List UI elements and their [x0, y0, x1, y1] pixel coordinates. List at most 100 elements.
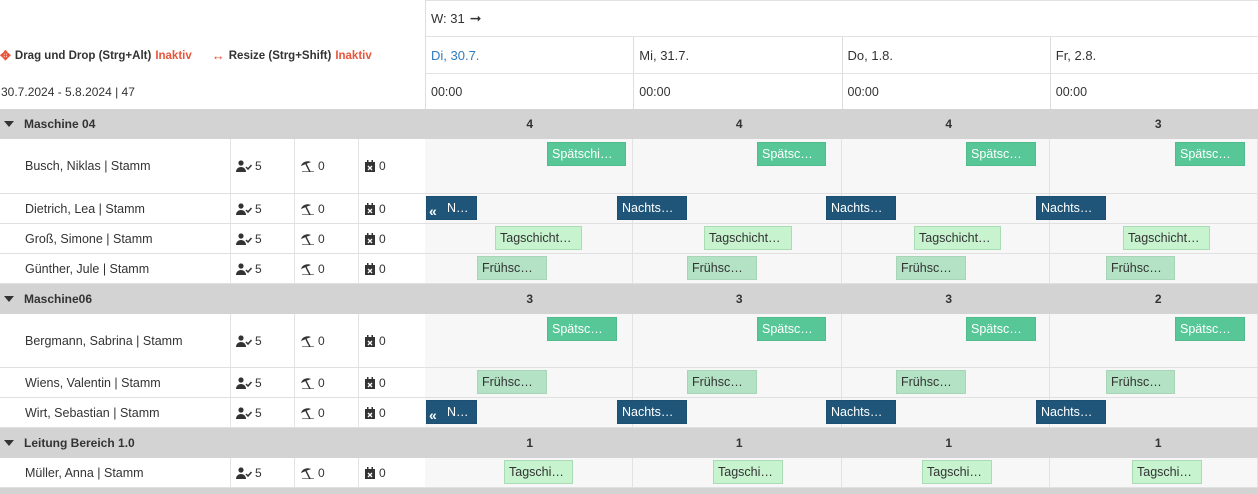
caret-down-icon[interactable]: [4, 121, 14, 127]
group-label[interactable]: Leitung Bereich 1.0: [0, 428, 425, 458]
employee-name[interactable]: Busch, Niklas | Stamm: [25, 159, 151, 173]
shift-block[interactable]: Frühsc…: [477, 370, 547, 394]
stat-value: 0: [318, 261, 325, 276]
stat-value: 5: [255, 465, 262, 480]
availability-stat: 5: [236, 254, 262, 283]
week-header: W: 31 ➞: [426, 0, 1258, 37]
resize-toggle[interactable]: ↔ Resize (Strg+Shift) Inaktiv: [212, 48, 372, 63]
day-header[interactable]: Do, 1.8.: [843, 37, 1051, 73]
shift-block[interactable]: Frühsc…: [687, 256, 757, 280]
caret-down-icon[interactable]: [4, 440, 14, 446]
shift-block[interactable]: Nachts…: [617, 196, 687, 220]
employee-name[interactable]: Bergmann, Sabrina | Stamm: [25, 333, 183, 348]
shift-block[interactable]: Frühsc…: [477, 256, 547, 280]
drag-drop-toggle[interactable]: ✥ Drag und Drop (Strg+Alt) Inaktiv: [0, 48, 192, 64]
shift-block[interactable]: Frühsc…: [896, 370, 966, 394]
shift-block[interactable]: Tagschi…: [713, 460, 783, 484]
vacation-stat: 0: [300, 368, 325, 397]
shift-block[interactable]: Frühsc…: [1106, 256, 1175, 280]
shift-block[interactable]: Spätsc…: [757, 317, 826, 341]
group-name: Maschine 04: [24, 117, 96, 131]
caret-down-icon[interactable]: [4, 296, 14, 302]
shift-block[interactable]: Frühsc…: [896, 256, 966, 280]
double-chevron-left-icon: «: [429, 407, 437, 423]
stat-value: 0: [318, 465, 325, 480]
stat-value: 5: [255, 333, 262, 348]
shift-block[interactable]: Spätschi…: [547, 142, 626, 166]
shift-block[interactable]: Spätsc…: [966, 142, 1036, 166]
employee-name[interactable]: Müller, Anna | Stamm: [25, 465, 144, 480]
employee-name[interactable]: Dietrich, Lea | Stamm: [25, 201, 145, 216]
shift-block[interactable]: Nachts…: [617, 400, 687, 424]
group-label[interactable]: Maschine06: [0, 284, 425, 314]
stat-value: 0: [379, 231, 386, 246]
day-header[interactable]: Mi, 31.7.: [634, 37, 843, 73]
umbrella-beach-icon: [301, 407, 314, 419]
user-check-icon: [236, 376, 252, 389]
employee-name[interactable]: Groß, Simone | Stamm: [25, 231, 153, 246]
shift-block[interactable]: Tagschicht…: [495, 226, 582, 250]
vacation-stat: 0: [300, 224, 325, 253]
shift-block[interactable]: « N…: [426, 400, 477, 424]
toolbar: ✥ Drag und Drop (Strg+Alt) Inaktiv ↔ Res…: [0, 37, 425, 74]
group-count: 1: [735, 436, 743, 450]
date-range: 30.7.2024 - 5.8.2024 | 47: [1, 84, 135, 99]
shift-block[interactable]: Tagschi…: [504, 460, 573, 484]
calendar-x-icon: [365, 160, 375, 172]
availability-stat: 5: [236, 368, 262, 397]
shift-block[interactable]: Nachts…: [826, 196, 896, 220]
shift-block[interactable]: Tagschicht…: [1123, 226, 1210, 250]
vacation-stat: 0: [300, 254, 325, 283]
shift-block[interactable]: Frühsc…: [1106, 370, 1175, 394]
group-label[interactable]: Maschine 04: [0, 109, 425, 139]
absence-stat: 0: [364, 314, 386, 367]
shift-block[interactable]: Tagschi…: [1132, 460, 1202, 484]
shift-block[interactable]: Spätsc…: [966, 317, 1036, 341]
shift-block[interactable]: Spätsc…: [547, 317, 617, 341]
umbrella-beach-icon: [301, 233, 314, 245]
shift-block[interactable]: Nachts…: [1036, 196, 1106, 220]
shift-block[interactable]: Spätsc…: [1175, 142, 1245, 166]
double-chevron-left-icon: «: [429, 203, 437, 219]
stat-value: 0: [318, 333, 325, 348]
group-row[interactable]: Maschine06 3 3 3 2: [0, 284, 1258, 314]
time-headers: 00:00 00:00 00:00 00:00: [426, 74, 1258, 109]
stat-value: 0: [318, 405, 325, 420]
absence-stat: 0: [364, 224, 386, 253]
shift-block[interactable]: Tagschi…: [922, 460, 992, 484]
vacation-stat: 0: [300, 398, 325, 427]
drag-drop-status: Inaktiv: [155, 49, 192, 62]
arrow-right-icon[interactable]: ➞: [469, 10, 482, 26]
calendar-x-icon: [365, 262, 375, 275]
shift-block[interactable]: Tagschicht…: [704, 226, 792, 250]
group-count: 1: [526, 436, 534, 450]
employee-row: Wirt, Sebastian | Stamm 5 0 0 « N… Nachts…: [0, 398, 1258, 428]
group-row[interactable]: Maschine 04 4 4 4 3: [0, 109, 1258, 139]
shift-block[interactable]: « N…: [426, 196, 477, 220]
stat-value: 0: [318, 231, 325, 246]
stat-value: 0: [379, 465, 386, 480]
group-count: 3: [526, 292, 534, 306]
move-icon: ✥: [0, 47, 11, 63]
group-count: 1: [1154, 436, 1162, 450]
shift-block[interactable]: Tagschicht…: [914, 226, 1001, 250]
employee-row: Dietrich, Lea | Stamm 5 0 0 «N… Nachts… …: [0, 194, 1258, 224]
absence-stat: 0: [364, 398, 386, 427]
availability-stat: 5: [236, 139, 262, 193]
employee-name[interactable]: Günther, Jule | Stamm: [25, 261, 150, 276]
employee-name[interactable]: Wirt, Sebastian | Stamm: [25, 405, 160, 420]
group-row[interactable]: Leitung Bereich 1.0 1 1 1 1: [0, 428, 1258, 458]
shift-block[interactable]: Frühsc…: [687, 370, 757, 394]
shift-block[interactable]: Nachts…: [1036, 400, 1106, 424]
shift-block[interactable]: Spätsc…: [757, 142, 826, 166]
day-header[interactable]: Di, 30.7.: [426, 37, 635, 73]
vacation-stat: 0: [300, 139, 325, 193]
stat-value: 5: [255, 201, 262, 216]
employee-name[interactable]: Wiens, Valentin | Stamm: [25, 375, 161, 390]
day-header[interactable]: Fr, 2.8.: [1051, 37, 1258, 73]
shift-block[interactable]: Spätsc…: [1175, 317, 1245, 341]
stat-value: 0: [379, 201, 386, 216]
shift-block[interactable]: Nachts…: [826, 400, 896, 424]
group-count: 1: [945, 436, 953, 450]
